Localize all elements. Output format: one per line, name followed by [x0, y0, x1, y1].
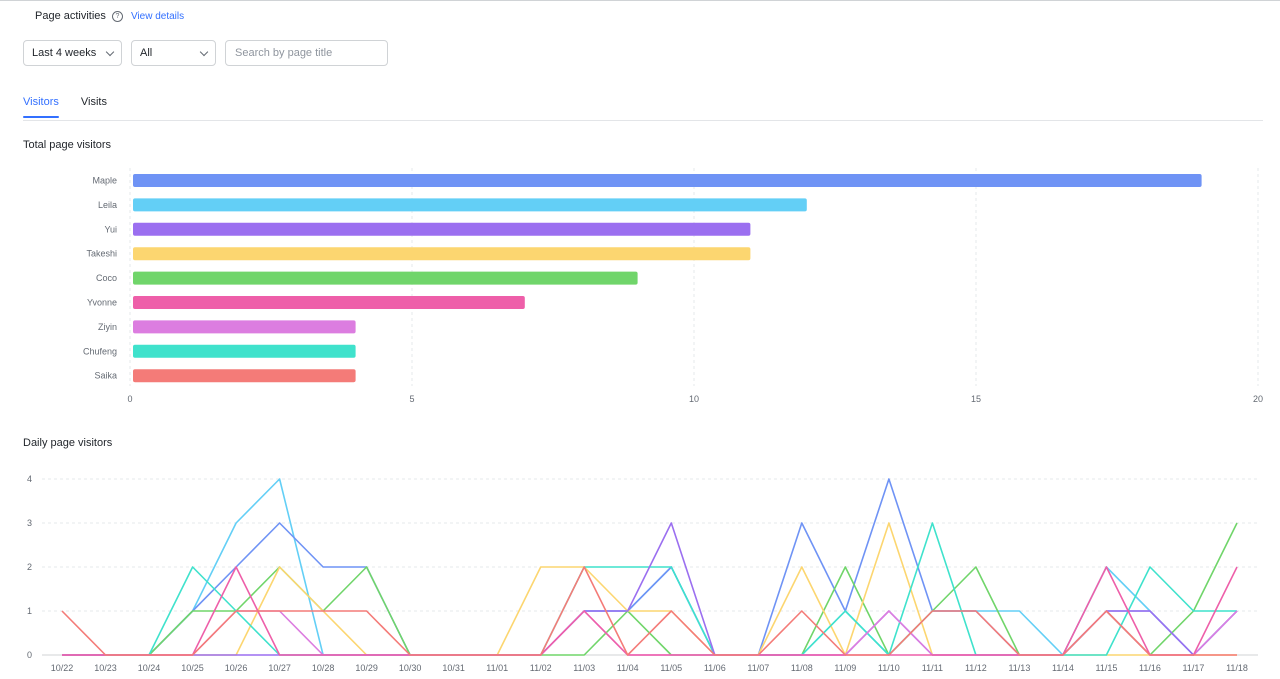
x-tick-label: 11/09 — [834, 663, 856, 673]
scope-select[interactable]: All — [131, 40, 216, 66]
x-tick-label: 11/17 — [1183, 663, 1205, 673]
tab-visits[interactable]: Visits — [80, 96, 107, 108]
page-title: Page activities — [35, 10, 106, 22]
help-icon[interactable]: ? — [111, 10, 123, 22]
x-tick-label: 10/24 — [138, 663, 161, 673]
x-tick-label: 11/03 — [573, 663, 595, 673]
category-label: Chufeng — [83, 346, 117, 356]
x-tick-label: 11/10 — [878, 663, 900, 673]
x-tick-label: 11/08 — [791, 663, 813, 673]
x-tick-label: 11/11 — [922, 663, 943, 673]
daily-visitors-line-chart: 0 1 2 3 4 10/22 10/23 10/24 10/25 10/26 10/27 10/28… — [27, 474, 1258, 673]
x-tick-label: 10/28 — [312, 663, 335, 673]
x-tick-label: 11/04 — [617, 663, 639, 673]
x-tick-label: 15 — [971, 394, 981, 404]
x-tick-label: 11/12 — [965, 663, 987, 673]
scope-select-value: All — [140, 47, 153, 59]
y-tick-label: 0 — [27, 650, 32, 660]
bar — [133, 174, 1202, 187]
y-tick-label: 2 — [27, 562, 32, 572]
x-tick-label: 0 — [127, 394, 132, 404]
total-visitors-bar-chart: 0 5 10 15 20 Maple Leila Yui Takeshi Coco Yvonne Zi… — [83, 168, 1263, 404]
chevron-down-icon — [105, 47, 115, 56]
category-label: Coco — [96, 273, 117, 283]
filter-bar: Last 4 weeks All Search by page title — [23, 40, 388, 66]
period-select-value: Last 4 weeks — [32, 47, 97, 59]
category-label: Ziyin — [98, 322, 117, 332]
category-label: Leila — [98, 200, 117, 210]
series-line — [61, 566, 1237, 656]
x-tick-label: 10/27 — [268, 663, 291, 673]
x-tick-label: 11/13 — [1008, 663, 1030, 673]
category-label: Takeshi — [86, 249, 117, 259]
bar — [133, 296, 525, 309]
tabs-divider — [23, 120, 1263, 121]
x-tick-label: 10/23 — [94, 663, 117, 673]
bar — [133, 369, 356, 383]
daily-visitors-title: Daily page visitors — [23, 437, 113, 449]
search-placeholder: Search by page title — [235, 47, 333, 59]
bar — [133, 222, 751, 236]
x-tick-label: 11/02 — [530, 663, 552, 673]
category-label: Yvonne — [87, 298, 117, 308]
x-tick-label: 5 — [409, 394, 414, 404]
bar — [133, 271, 638, 285]
bar — [133, 247, 751, 261]
x-tick-label: 10/29 — [355, 663, 378, 673]
view-details-link[interactable]: View details — [130, 10, 185, 22]
tab-bar: Visitors Visits — [23, 96, 107, 118]
x-tick-label: 10/22 — [51, 663, 74, 673]
x-tick-label: 11/18 — [1226, 663, 1248, 673]
top-border — [0, 0, 1280, 1]
x-tick-label: 11/15 — [1096, 663, 1118, 673]
y-tick-label: 1 — [27, 606, 32, 616]
x-tick-label: 10/25 — [181, 663, 204, 673]
x-tick-label: 11/06 — [704, 663, 726, 673]
period-select[interactable]: Last 4 weeks — [23, 40, 122, 66]
x-tick-label: 10 — [689, 394, 699, 404]
x-tick-label: 10/26 — [225, 663, 248, 673]
category-label: Maple — [92, 176, 117, 186]
category-label: Yui — [104, 224, 117, 234]
x-tick-label: 11/16 — [1139, 663, 1161, 673]
bar — [133, 344, 356, 358]
search-input[interactable]: Search by page title — [225, 40, 388, 66]
x-tick-label: 11/14 — [1052, 663, 1074, 673]
x-tick-label: 11/05 — [660, 663, 682, 673]
page-activities-header: Page activities ? View details — [35, 9, 184, 23]
total-visitors-title: Total page visitors — [23, 139, 112, 151]
y-tick-label: 3 — [27, 518, 32, 528]
bar — [133, 198, 807, 212]
x-tick-label: 11/01 — [486, 663, 508, 673]
bar — [133, 320, 356, 334]
x-tick-label: 11/07 — [747, 663, 769, 673]
x-tick-label: 10/31 — [442, 663, 465, 673]
chevron-down-icon — [199, 47, 209, 56]
y-tick-label: 4 — [27, 474, 32, 484]
x-tick-label: 20 — [1253, 394, 1263, 404]
tab-visitors[interactable]: Visitors — [23, 96, 59, 118]
x-tick-label: 10/30 — [399, 663, 422, 673]
category-label: Saika — [94, 371, 117, 381]
